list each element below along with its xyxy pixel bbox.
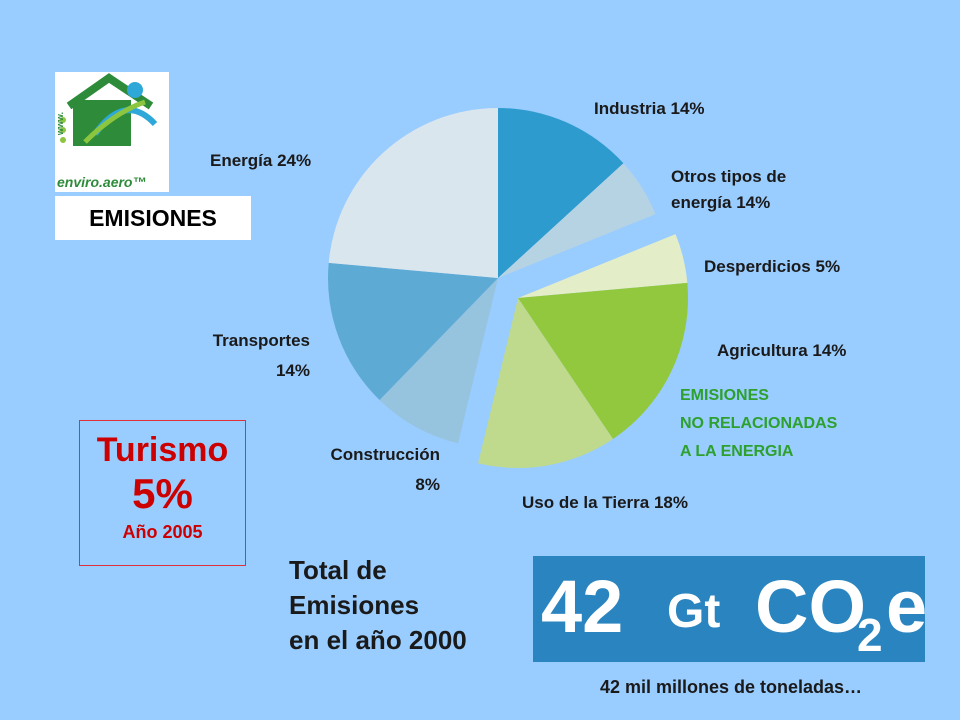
total-line-3: en el año 2000 [289,625,467,656]
label-industria: Industria 14% [594,99,705,118]
co2-e: e [886,565,928,648]
pie-slice-3 [518,282,688,439]
label-agricultura: Agricultura 14% [717,341,847,360]
pie-slice-5 [379,278,498,444]
label-construccion-1: Construcción [330,445,440,464]
label-no-relacionadas-2: NO RELACIONADAS [680,415,838,432]
label-transportes-2: 14% [275,361,310,380]
co2-total-box: 42 Gt CO 2 e [533,556,928,662]
pie-slice-7 [328,108,498,278]
logo-graphic [60,73,158,146]
label-no-relacionadas-1: EMISIONES [680,387,769,404]
total-emisiones: Total de Emisiones en el año 2000 [289,553,467,658]
label-otros-1: Otros tipos de [671,167,787,186]
label-otros-2: energía 14% [671,193,771,212]
co2-unit: Gt [667,585,721,638]
emisiones-tag: EMISIONES [55,196,251,240]
turismo-percent: 5% [132,470,193,517]
co2-number: 42 [541,565,624,648]
pie-slice-6 [328,262,498,400]
label-uso-tierra: Uso de la Tierra 18% [522,493,688,512]
pie-slice-0 [498,108,624,278]
co2-co: CO [755,565,866,648]
turismo-box: Turismo 5% Año 2005 [79,420,246,566]
enviro-aero-logo: www. enviro.aero™ [55,72,169,192]
turismo-year: Año 2005 [122,522,203,542]
label-transportes-1: Transportes [212,331,310,350]
label-construccion-2: 8% [415,475,440,494]
label-desperdicios: Desperdicios 5% [704,257,841,276]
turismo-title: Turismo [96,431,229,469]
pie-slice-2 [518,234,688,298]
logo-brand: enviro.aero™ [57,174,147,190]
total-line-1: Total de [289,555,387,585]
label-energia: Energía 24% [210,151,312,170]
pie-slice-4 [478,298,613,468]
pie-slice-1 [498,163,656,278]
total-line-2: Emisiones [289,590,420,621]
label-no-relacionadas-3: A LA ENERGIA [680,443,794,460]
co2-caption: 42 mil millones de toneladas… [599,677,863,697]
co2-subscript: 2 [857,609,883,661]
